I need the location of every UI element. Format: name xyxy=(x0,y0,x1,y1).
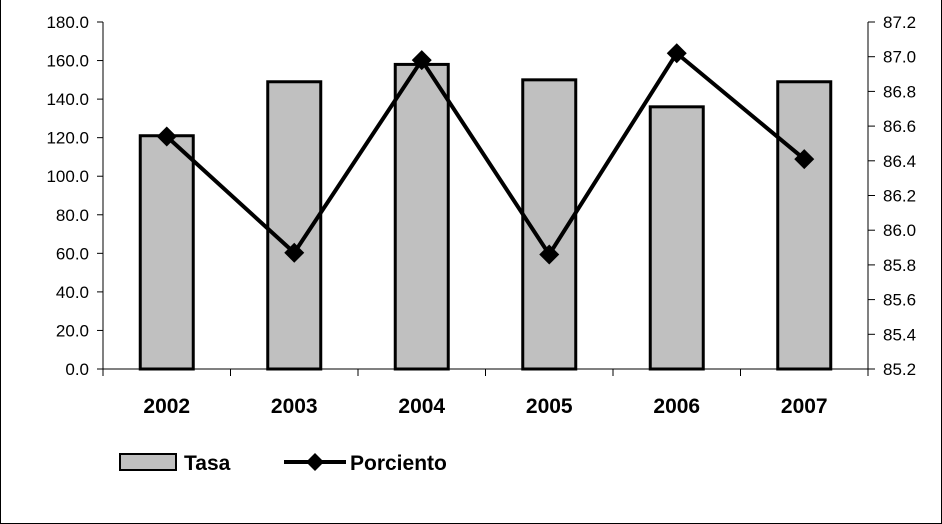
y-right-tick-label: 85.4 xyxy=(883,325,916,344)
line-porciento xyxy=(165,51,806,257)
y-right-tick-label: 85.8 xyxy=(883,256,916,275)
y-right-tick-label: 86.0 xyxy=(883,221,916,240)
marker-porciento-2003 xyxy=(284,242,305,263)
y-left-tick-label: 20.0 xyxy=(56,321,89,340)
marker-porciento-2004 xyxy=(411,50,432,71)
bar-tasa-2007 xyxy=(776,80,833,371)
y-right-tick-label: 85.2 xyxy=(883,360,916,379)
y-right-tick-label: 86.6 xyxy=(883,117,916,136)
x-tick-label: 2004 xyxy=(398,395,445,418)
y-left-tick-label: 120.0 xyxy=(46,129,89,148)
bar-tasa-2006 xyxy=(648,105,705,371)
x-tick-label: 2007 xyxy=(781,395,828,418)
y-left-tick-label: 140.0 xyxy=(46,90,89,109)
bar-tasa-2002 xyxy=(138,134,195,371)
y-right-tick-label: 86.8 xyxy=(883,82,916,101)
x-tick-label: 2003 xyxy=(271,395,318,418)
y-left-tick-label: 100.0 xyxy=(46,167,89,186)
marker-porciento-2002 xyxy=(156,126,177,147)
legend-swatch-tasa xyxy=(119,453,177,471)
y-right-tick-label: 86.4 xyxy=(883,152,916,171)
legend-label-tasa: Tasa xyxy=(184,452,231,475)
y-left-tick-label: 80.0 xyxy=(56,206,89,225)
y-left-tick-label: 0.0 xyxy=(65,360,89,379)
y-right-tick-label: 87.0 xyxy=(883,48,916,67)
marker-porciento-2005 xyxy=(539,244,560,265)
y-right-tick-label: 87.2 xyxy=(883,13,916,32)
marker-porciento-2007 xyxy=(794,149,815,170)
legend-label-porciento: Porciento xyxy=(350,452,447,475)
x-tick-label: 2002 xyxy=(143,395,190,418)
bar-tasa-2004 xyxy=(393,62,450,371)
y-right-tick-label: 85.6 xyxy=(883,291,916,310)
y-left-tick-label: 60.0 xyxy=(56,244,89,263)
y-left-tick-label: 180.0 xyxy=(46,13,89,32)
x-tick-label: 2006 xyxy=(653,395,700,418)
marker-porciento-2006 xyxy=(666,43,687,64)
x-tick-label: 2005 xyxy=(526,395,573,418)
y-left-tick-label: 160.0 xyxy=(46,52,89,71)
y-left-tick-label: 40.0 xyxy=(56,283,89,302)
legend-marker-porciento xyxy=(306,453,324,471)
y-right-tick-label: 86.2 xyxy=(883,187,916,206)
